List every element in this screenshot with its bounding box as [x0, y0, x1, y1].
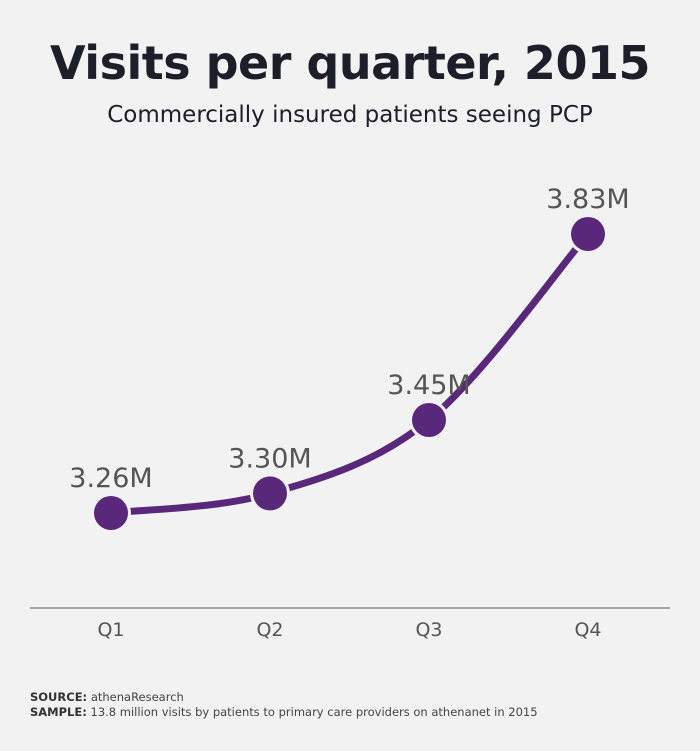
chart-subtitle: Commercially insured patients seeing PCP	[107, 102, 593, 128]
sample-text: 13.8 million visits by patients to prima…	[90, 705, 538, 719]
data-point-q4	[571, 217, 605, 251]
x-tick-label-q2: Q2	[256, 619, 283, 641]
data-label-q2: 3.30M	[228, 443, 311, 474]
source-label: SOURCE:	[30, 690, 88, 704]
footer: SOURCE: athenaResearch SAMPLE: 13.8 mill…	[30, 690, 538, 720]
data-label-q4: 3.83M	[546, 184, 629, 215]
data-point-q3	[412, 403, 446, 437]
chart-title: Visits per quarter, 2015	[50, 36, 650, 90]
source-text: athenaResearch	[90, 690, 184, 704]
data-point-q2	[253, 476, 287, 511]
x-tick-label-q1: Q1	[97, 619, 124, 641]
x-tick-label-q4: Q4	[574, 619, 601, 641]
sample-label: SAMPLE:	[30, 705, 87, 719]
x-tick-label-q3: Q3	[415, 619, 442, 641]
series-line	[107, 230, 592, 517]
source-line: SOURCE: athenaResearch	[30, 690, 538, 705]
data-label-q3: 3.45M	[387, 370, 470, 401]
sample-line: SAMPLE: 13.8 million visits by patients …	[30, 705, 538, 720]
data-point-q1	[94, 496, 128, 530]
data-label-q1: 3.26M	[69, 463, 152, 494]
